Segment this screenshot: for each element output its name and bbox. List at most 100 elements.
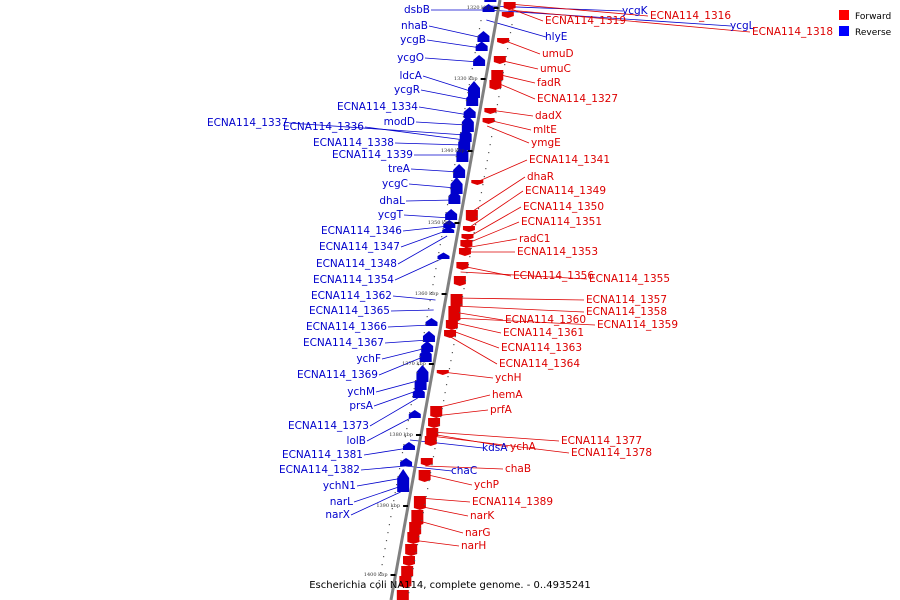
forward-gene-feature: [450, 294, 463, 308]
kbp-tick-mark: [390, 574, 396, 576]
forward-gene-label: chaB: [505, 463, 531, 475]
axis-dot: [471, 68, 473, 70]
reverse-gene-leader: [366, 415, 415, 442]
forward-gene-leader: [465, 221, 520, 245]
axis-dot: [433, 276, 436, 278]
axis-dot: [419, 356, 421, 358]
axis-dot: [397, 476, 399, 478]
reverse-gene-leader: [356, 477, 404, 487]
forward-gene-label: ECNA114_1377: [561, 435, 642, 447]
axis-dot: [479, 200, 481, 202]
axis-dot: [477, 36, 479, 38]
forward-gene-leader: [434, 409, 489, 417]
axis-dot: [417, 364, 420, 366]
reverse-gene-feature: [466, 92, 479, 106]
forward-gene-label: ychP: [474, 479, 499, 491]
reverse-gene-leader: [369, 397, 418, 427]
reverse-gene-label: ychM: [347, 386, 375, 398]
reverse-gene-feature: [412, 387, 425, 398]
reverse-gene-feature: [402, 442, 415, 450]
reverse-gene-leader: [408, 183, 456, 189]
axis-dot: [442, 228, 444, 230]
reverse-gene-label: ECNA114_1381: [282, 449, 363, 461]
forward-gene-leader: [460, 271, 588, 280]
reverse-gene-leader: [387, 324, 431, 328]
axis-dot: [412, 568, 414, 570]
axis-dot: [394, 492, 396, 494]
axis-dot: [449, 188, 452, 190]
axis-dot: [436, 260, 438, 262]
reverse-gene-label: modD: [384, 116, 415, 128]
forward-gene-feature: [436, 370, 449, 375]
reverse-gene-label: prsA: [349, 400, 373, 412]
reverse-gene-leader: [394, 257, 444, 281]
kbp-tick-mark: [480, 78, 486, 80]
forward-gene-leader: [453, 311, 504, 321]
reverse-gene-leader: [375, 379, 422, 393]
axis-dot: [472, 240, 474, 242]
axis-dot: [431, 464, 433, 466]
axis-dot: [480, 20, 482, 22]
axis-dot: [408, 592, 410, 594]
axis-dot: [424, 504, 426, 506]
axis-dot: [425, 324, 427, 326]
axis-dot: [418, 536, 420, 538]
axis-dot: [452, 172, 454, 174]
axis-dot: [448, 368, 451, 370]
reverse-gene-label: ldcA: [399, 70, 422, 82]
reverse-gene-feature: [442, 226, 455, 233]
axis-dot: [492, 128, 494, 130]
axis-dot: [464, 280, 467, 282]
forward-gene-label: ECNA114_1389: [472, 496, 553, 508]
legend: Forward Reverse: [839, 10, 892, 38]
forward-gene-leader: [468, 190, 524, 229]
forward-gene-leader: [415, 519, 464, 534]
axis-dot: [496, 104, 499, 106]
reverse-gene-feature: [477, 31, 490, 42]
forward-gene-feature: [497, 38, 510, 44]
reverse-gene-feature: [484, 0, 497, 2]
forward-gene-leader: [442, 371, 494, 379]
forward-gene-leader: [502, 39, 541, 55]
reverse-gene-feature: [422, 331, 435, 342]
forward-gene-label: ECNA114_1357: [586, 294, 667, 306]
forward-gene-feature: [456, 262, 469, 270]
axis-dot: [377, 588, 379, 590]
reverse-gene-leader: [373, 389, 420, 407]
reverse-gene-feature: [397, 469, 410, 492]
forward-gene-label: narG: [465, 527, 491, 539]
reverse-gene-label: ECNA114_1348: [316, 258, 397, 270]
reverse-gene-leader: [363, 447, 409, 456]
forward-gene-label: ECNA114_1351: [521, 216, 602, 228]
axis-dot: [489, 144, 491, 146]
axis-dot: [413, 560, 416, 562]
forward-gene-leader: [464, 238, 518, 249]
forward-gene-leader: [476, 159, 528, 183]
axis-dot: [435, 440, 437, 442]
axis-dot: [415, 552, 417, 554]
forward-gene-label: ECNA114_1350: [523, 201, 604, 213]
axis-dot: [474, 52, 476, 54]
reverse-gene-label: ycgT: [378, 209, 404, 221]
axis-dot: [382, 556, 385, 558]
reverse-gene-feature: [443, 220, 456, 228]
forward-gene-feature: [418, 470, 431, 482]
reverse-gene-label: ECNA114_1347: [319, 241, 400, 253]
axis-dot: [469, 256, 471, 258]
axis-dot: [390, 516, 392, 518]
axis-dot: [391, 508, 393, 510]
axis-dot: [451, 352, 453, 354]
axis-dot: [413, 388, 415, 390]
axis-dot: [454, 336, 456, 338]
axis-dot: [432, 284, 434, 286]
axis-dot: [388, 524, 391, 526]
axis-dot: [480, 192, 483, 194]
reverse-gene-feature: [475, 41, 488, 51]
axis-dot: [467, 92, 469, 94]
axis-dot: [511, 24, 513, 26]
reverse-gene-leader: [360, 465, 406, 471]
forward-gene-feature: [426, 428, 439, 438]
forward-gene-feature: [461, 234, 474, 240]
axis-dot: [447, 376, 449, 378]
forward-gene-leader: [509, 3, 649, 17]
